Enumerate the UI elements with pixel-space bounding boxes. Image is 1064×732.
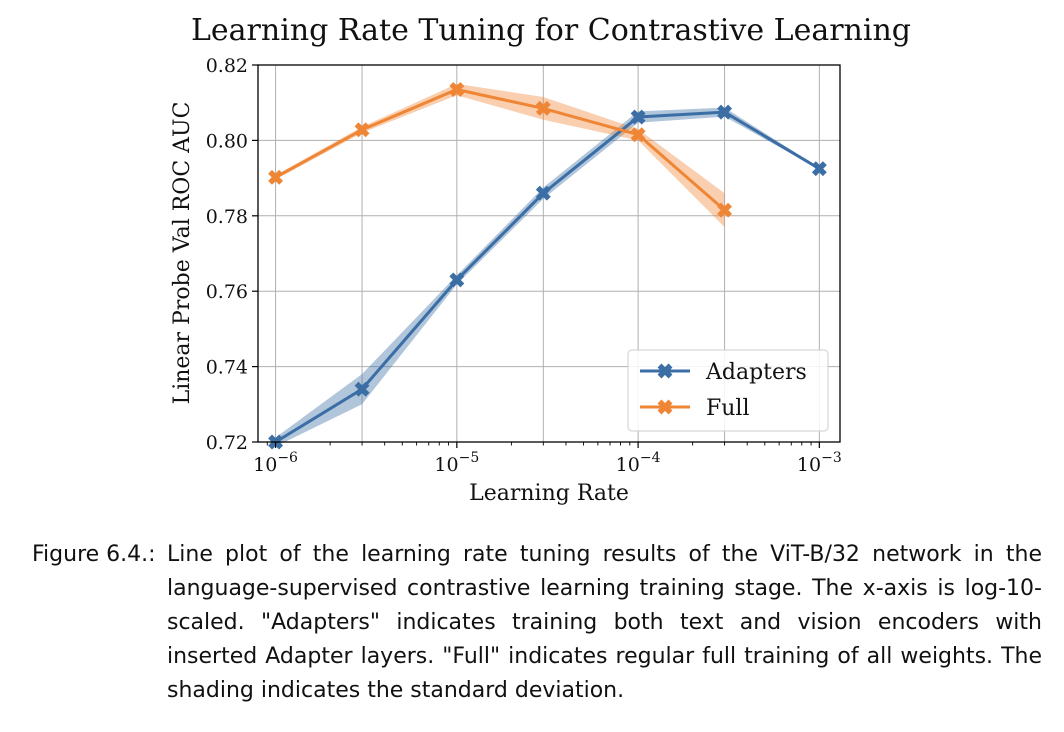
- caption-text: Line plot of the learning rate tuning re…: [167, 542, 1042, 703]
- data-point-full: [354, 122, 370, 138]
- std-band-adapters: [275, 107, 820, 447]
- y-axis-label: Linear Probe Val ROC AUC: [170, 102, 195, 405]
- x-axis-ticks: 10−6 10−5 10−4 10−3: [253, 442, 842, 476]
- y-axis-ticks: 0.72 0.74 0.76 0.78 0.80 0.82: [206, 55, 258, 454]
- y-tick-label: 0.76: [206, 281, 248, 303]
- legend-marker-adapters: [657, 363, 673, 379]
- x-tick-label: 10−4: [616, 450, 661, 476]
- data-point-full: [449, 82, 465, 97]
- data-point-adapters: [535, 185, 551, 201]
- minor-ticks: [266, 442, 812, 446]
- series-line-full: [274, 87, 726, 212]
- legend-label-full: Full: [706, 396, 750, 421]
- data-point-full: [535, 100, 551, 116]
- x-axis-label: Learning Rate: [469, 481, 629, 506]
- data-point-full: [717, 202, 733, 218]
- x-tick-label: 10−3: [797, 450, 842, 476]
- figure-caption: Figure 6.4.: Line plot of the learning r…: [32, 538, 1042, 708]
- x-tick-label: 10−6: [253, 450, 298, 476]
- line-chart: Learning Rate Tuning for Contrastive Lea…: [170, 13, 911, 506]
- caption-label: Figure 6.4.:: [32, 542, 156, 567]
- legend: Adapters Full: [627, 349, 829, 432]
- std-band-full: [275, 83, 725, 228]
- y-tick-label: 0.74: [206, 357, 248, 379]
- plot-frame: [257, 64, 841, 443]
- legend-marker-full: [657, 399, 673, 415]
- legend-label-adapters: Adapters: [705, 360, 807, 385]
- data-point-full: [268, 169, 284, 185]
- data-point-adapters: [449, 272, 465, 288]
- y-tick-label: 0.82: [206, 55, 248, 77]
- x-tick-label: 10−5: [434, 450, 479, 476]
- y-tick-label: 0.80: [206, 130, 248, 152]
- data-point-adapters: [354, 381, 370, 397]
- series-markers: [268, 82, 827, 450]
- data-point-adapters: [630, 109, 646, 125]
- data-point-full: [630, 127, 646, 143]
- y-tick-label: 0.78: [206, 206, 248, 228]
- chart-title: Learning Rate Tuning for Contrastive Lea…: [191, 13, 911, 48]
- data-point-adapters: [717, 104, 733, 120]
- data-point-adapters: [811, 161, 827, 177]
- y-tick-label: 0.72: [206, 432, 248, 454]
